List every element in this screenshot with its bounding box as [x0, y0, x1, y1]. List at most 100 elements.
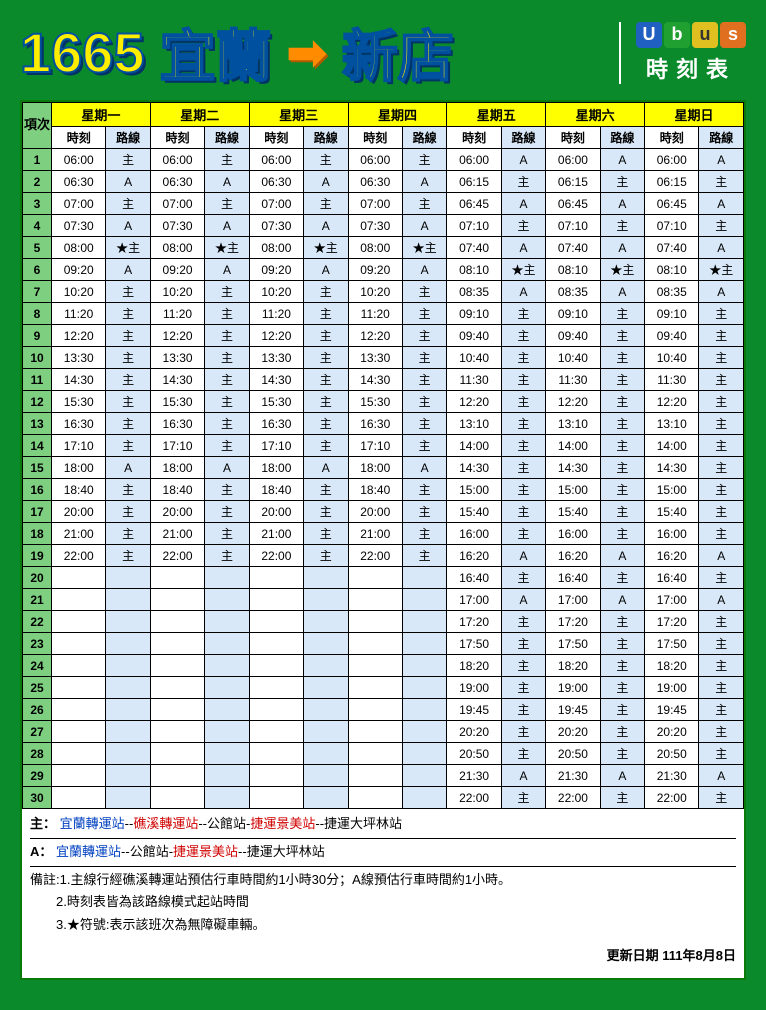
row-index: 24 — [23, 655, 52, 677]
route-cell: A — [205, 171, 249, 193]
row-index: 10 — [23, 347, 52, 369]
time-cell: 12:20 — [645, 391, 699, 413]
empty-cell — [402, 721, 446, 743]
route-cell: 主 — [205, 149, 249, 171]
row-index: 27 — [23, 721, 52, 743]
day-header-1: 星期二 — [150, 103, 249, 127]
time-cell: 22:00 — [52, 545, 106, 567]
empty-cell — [205, 699, 249, 721]
sub-time: 時刻 — [150, 127, 204, 149]
time-cell: 07:10 — [546, 215, 600, 237]
time-cell: 16:30 — [150, 413, 204, 435]
time-cell: 16:00 — [645, 523, 699, 545]
time-cell: 14:30 — [645, 457, 699, 479]
time-cell: 14:00 — [447, 435, 501, 457]
time-cell: 19:45 — [645, 699, 699, 721]
time-cell: 20:00 — [249, 501, 303, 523]
time-cell: 07:10 — [447, 215, 501, 237]
route-cell: A — [106, 457, 150, 479]
route-cell: 主 — [600, 391, 644, 413]
time-cell: 11:30 — [447, 369, 501, 391]
route-cell: 主 — [205, 523, 249, 545]
time-cell: 15:00 — [447, 479, 501, 501]
route-cell: 主 — [205, 479, 249, 501]
route-cell: 主 — [402, 325, 446, 347]
time-cell: 11:20 — [52, 303, 106, 325]
time-cell: 17:10 — [348, 435, 402, 457]
empty-cell — [348, 787, 402, 809]
time-cell: 06:30 — [348, 171, 402, 193]
row-index: 16 — [23, 479, 52, 501]
time-cell: 06:00 — [546, 149, 600, 171]
time-cell: 16:40 — [546, 567, 600, 589]
empty-cell — [348, 699, 402, 721]
empty-cell — [249, 589, 303, 611]
route-cell: 主 — [699, 523, 744, 545]
time-cell: 09:40 — [447, 325, 501, 347]
time-cell: 06:45 — [546, 193, 600, 215]
time-cell: 18:20 — [645, 655, 699, 677]
time-cell: 12:20 — [348, 325, 402, 347]
remark-line: 3.★符號:表示該班次為無障礙車輛。 — [30, 915, 736, 936]
time-cell: 09:40 — [546, 325, 600, 347]
route-cell: 主 — [501, 721, 545, 743]
time-cell: 18:00 — [150, 457, 204, 479]
row-index: 15 — [23, 457, 52, 479]
route-cell: 主 — [106, 391, 150, 413]
time-cell: 08:35 — [546, 281, 600, 303]
time-cell: 16:40 — [447, 567, 501, 589]
sub-time: 時刻 — [249, 127, 303, 149]
empty-cell — [150, 787, 204, 809]
logo-letters: U b u s — [636, 22, 746, 48]
route-cell: 主 — [501, 699, 545, 721]
row-index: 21 — [23, 589, 52, 611]
time-cell: 14:30 — [546, 457, 600, 479]
empty-cell — [52, 589, 106, 611]
row-index: 22 — [23, 611, 52, 633]
route-cell: 主 — [106, 523, 150, 545]
empty-cell — [205, 589, 249, 611]
time-cell: 15:40 — [447, 501, 501, 523]
route-cell: 主 — [501, 435, 545, 457]
route-cell: 主 — [304, 479, 348, 501]
time-cell: 21:30 — [645, 765, 699, 787]
time-cell: 08:10 — [447, 259, 501, 281]
row-index: 13 — [23, 413, 52, 435]
day-header-2: 星期三 — [249, 103, 348, 127]
time-cell: 17:10 — [249, 435, 303, 457]
empty-cell — [402, 611, 446, 633]
row-index: 20 — [23, 567, 52, 589]
route-cell: 主 — [106, 435, 150, 457]
time-cell: 18:00 — [348, 457, 402, 479]
route-cell: 主 — [402, 369, 446, 391]
route-cell: A — [699, 193, 744, 215]
time-cell: 20:50 — [546, 743, 600, 765]
empty-cell — [106, 655, 150, 677]
route-cell: 主 — [501, 611, 545, 633]
title-block: 1665 宜蘭 ➡ 新店 — [20, 12, 454, 93]
row-index: 5 — [23, 237, 52, 259]
empty-cell — [304, 633, 348, 655]
notes: 主： 宜蘭轉運站--礁溪轉運站--公館站-捷運景美站--捷運大坪林站 A： 宜蘭… — [22, 809, 744, 943]
route-cell: A — [699, 765, 744, 787]
route-cell: 主 — [304, 501, 348, 523]
route-cell: 主 — [205, 325, 249, 347]
empty-cell — [348, 589, 402, 611]
time-cell: 14:00 — [546, 435, 600, 457]
time-cell: 07:00 — [150, 193, 204, 215]
empty-cell — [304, 611, 348, 633]
time-cell: 18:00 — [249, 457, 303, 479]
time-cell: 16:40 — [645, 567, 699, 589]
time-cell: 07:40 — [546, 237, 600, 259]
route-cell: 主 — [106, 369, 150, 391]
route-cell: 主 — [600, 699, 644, 721]
logo-block: U b u s 時刻表 — [619, 22, 746, 84]
route-cell: A — [699, 281, 744, 303]
route-cell: 主 — [304, 413, 348, 435]
arrow-icon: ➡ — [287, 25, 327, 81]
route-cell: 主 — [304, 369, 348, 391]
time-cell: 20:00 — [150, 501, 204, 523]
route-cell: 主 — [699, 369, 744, 391]
route-cell: 主 — [600, 303, 644, 325]
route-cell: 主 — [699, 435, 744, 457]
